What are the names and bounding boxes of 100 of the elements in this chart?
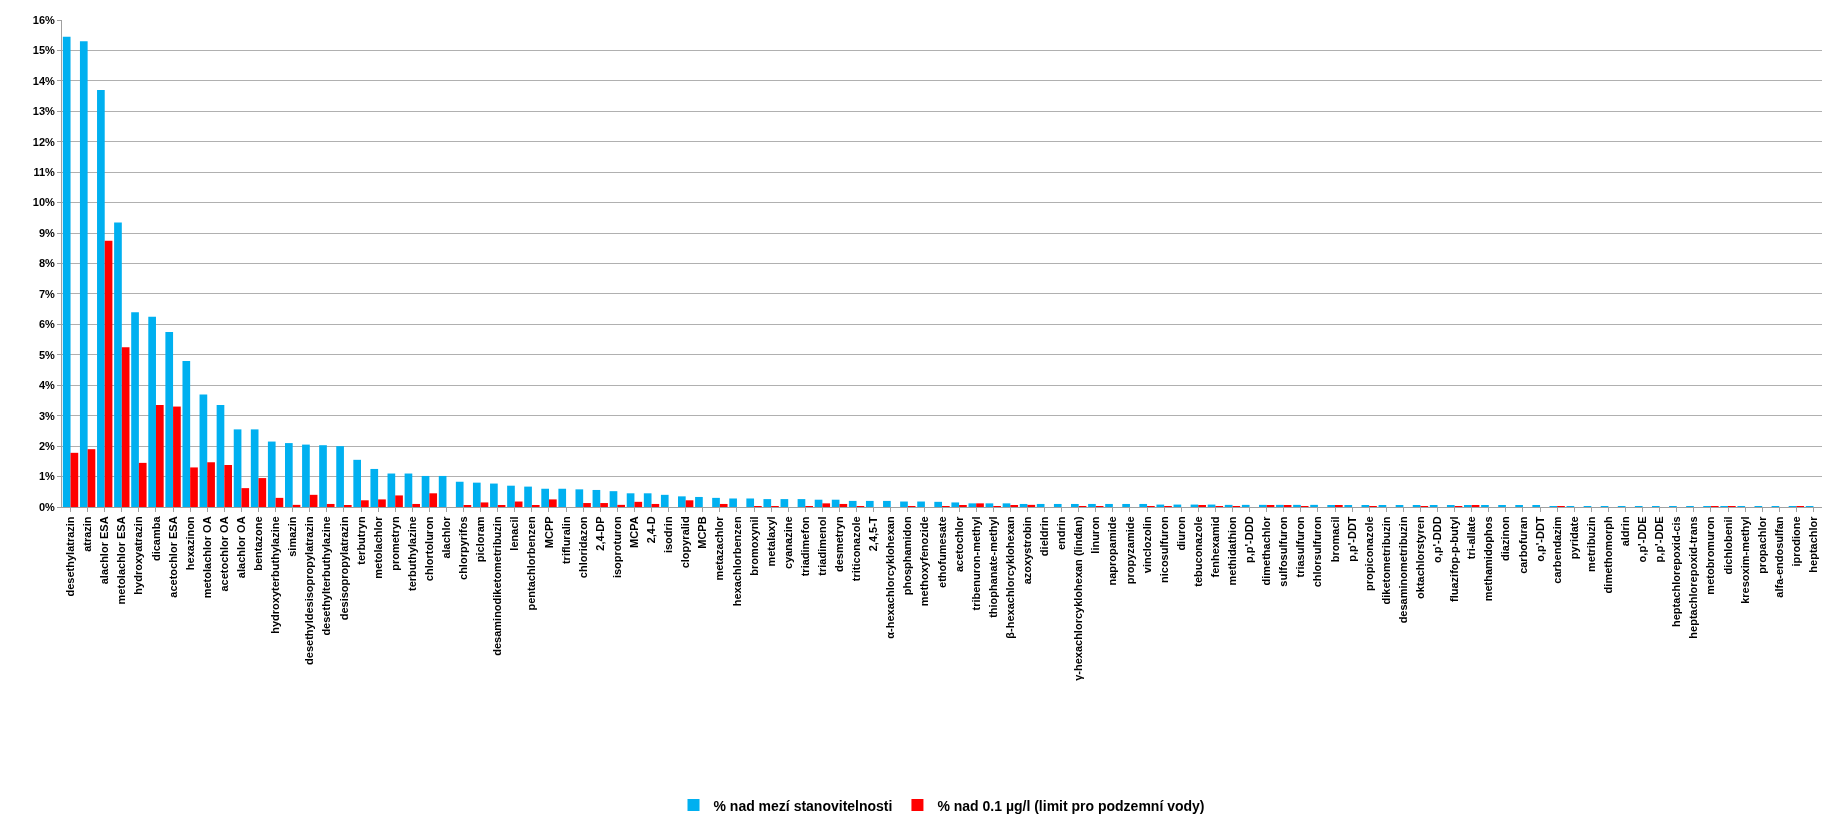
x-tick-label: cyanazine <box>781 516 794 569</box>
x-tick-label: triasulfuron <box>1294 516 1307 578</box>
bar <box>575 489 584 507</box>
bar <box>302 444 310 507</box>
x-tick-label: carbendazim <box>1550 516 1563 584</box>
x-tick-label: triadimenol <box>815 516 828 576</box>
bar <box>1088 503 1096 507</box>
bar <box>643 493 652 507</box>
x-tick-label: o,p'-DDD <box>1431 516 1444 564</box>
bar <box>883 500 891 507</box>
x-tick-label: desethyldesisopropylatrazin <box>303 516 316 665</box>
bar <box>353 459 362 507</box>
bar <box>378 499 386 507</box>
bar <box>182 360 191 507</box>
bar <box>583 503 591 507</box>
bar <box>780 499 789 507</box>
bar <box>968 503 977 507</box>
bar <box>678 496 686 507</box>
bar <box>131 312 139 507</box>
bar <box>1071 503 1079 507</box>
x-tick-label: bentazone <box>252 516 265 571</box>
bar <box>87 449 96 507</box>
y-tick-label: 15% <box>32 44 55 57</box>
x-tick-label: chlorsulfuron <box>1311 516 1324 588</box>
x-tick-label: atrazin <box>81 516 94 552</box>
x-tick-label: linuron <box>1089 516 1102 554</box>
bar <box>138 462 147 507</box>
x-tick-label: hexachlorbenzen <box>730 516 743 607</box>
x-tick-label: pentachlorbenzen <box>525 516 538 611</box>
x-tick-label: metazachlor <box>713 515 726 581</box>
x-tick-label: metolachlor OA <box>200 516 213 599</box>
bar <box>848 500 857 507</box>
x-tick-label: diuron <box>1174 516 1187 551</box>
x-tick-label: aldrin <box>1619 516 1632 547</box>
x-tick-label: p,p'-DDE <box>1653 516 1666 563</box>
x-tick-label: 2,4,5-T <box>867 516 880 552</box>
bar <box>165 331 174 507</box>
bar <box>326 503 335 507</box>
bar <box>97 90 105 507</box>
x-tick-label: propachlor <box>1755 515 1768 574</box>
bar <box>250 429 259 507</box>
bar <box>729 498 737 507</box>
y-tick-label: 16% <box>32 13 55 26</box>
x-tick-label: hydroxyterbuthylazine <box>269 516 282 634</box>
bar <box>524 486 532 507</box>
bar <box>370 468 379 507</box>
x-tick-label: metobromuron <box>1704 516 1717 595</box>
bar <box>421 475 430 507</box>
bar <box>865 500 874 507</box>
x-tick-label: alfa-endosulfan <box>1772 516 1785 598</box>
y-tick-label: 12% <box>32 135 55 148</box>
x-tick-label: kresoxim-methyl <box>1738 516 1751 604</box>
bar <box>1258 504 1267 507</box>
y-tick-label: 4% <box>38 379 56 392</box>
bar <box>404 473 413 507</box>
x-tick-label: MCPP <box>542 516 555 549</box>
x-tick-label: acetochlor ESA <box>166 516 179 598</box>
y-tick-label: 3% <box>38 409 56 422</box>
x-tick-label: acetochlor OA <box>217 516 230 592</box>
bar <box>1002 503 1011 507</box>
x-tick-label: hexazinon <box>183 516 196 571</box>
bar <box>104 240 113 507</box>
bar <box>685 500 694 507</box>
bar <box>660 494 669 507</box>
bar <box>62 36 71 507</box>
legend-label: % nad mezí stanovitelnosti <box>713 797 893 814</box>
x-tick-label: tebuconazole <box>1191 516 1204 587</box>
x-tick-label: triadimefon <box>798 516 811 577</box>
x-tick-label: tri-allate <box>1465 516 1478 560</box>
bar <box>1105 503 1113 507</box>
bar <box>241 488 250 507</box>
bar <box>455 481 464 507</box>
bar <box>592 489 601 507</box>
x-tick-label: oktachlorstyren <box>1414 516 1427 599</box>
x-tick-label: chlorpyrifos <box>457 516 470 580</box>
x-tick-label: endrin <box>1055 516 1068 551</box>
bar <box>651 503 660 507</box>
bar <box>1276 504 1284 507</box>
bar <box>258 478 267 507</box>
y-tick-label: 2% <box>38 439 56 452</box>
bar <box>395 495 403 507</box>
x-tick-label: diketometribuzin <box>1379 516 1392 605</box>
x-tick-label: azoxystrobin <box>1021 516 1034 585</box>
bar <box>634 501 643 507</box>
bar <box>1019 503 1028 507</box>
bar <box>900 501 908 507</box>
x-tick-label: o,p'-DDT <box>1533 516 1546 562</box>
bar <box>199 394 208 507</box>
bar <box>387 473 396 507</box>
x-tick-label: desisopropylatrazin <box>337 516 350 621</box>
bar <box>319 445 327 507</box>
x-tick-label: propyzamide <box>1123 516 1136 585</box>
bar <box>917 501 925 507</box>
y-tick-label: 10% <box>32 196 55 209</box>
y-tick-label: 5% <box>38 348 56 361</box>
x-tick-label: bromacil <box>1328 516 1341 563</box>
x-tick-label: pyridate <box>1567 516 1580 560</box>
x-tick-label: heptachlorepoxid-cis <box>1670 516 1683 628</box>
x-tick-label: chloridazon <box>576 516 589 579</box>
bar <box>1293 504 1301 507</box>
